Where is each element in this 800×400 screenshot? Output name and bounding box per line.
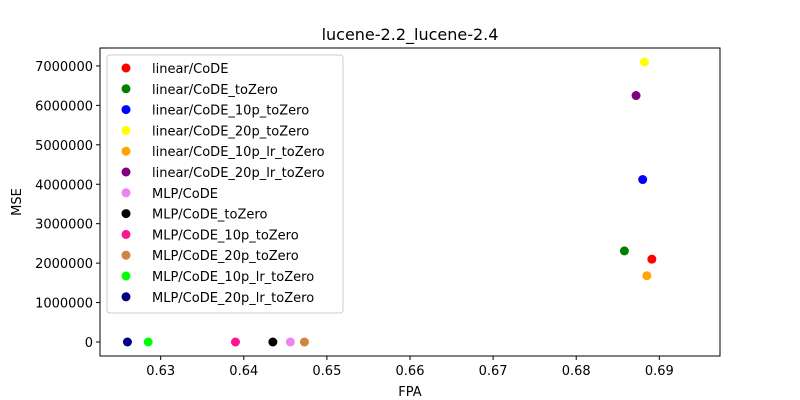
data-point	[639, 57, 649, 67]
legend-entry-label: linear/CoDE_toZero	[152, 83, 278, 98]
y-tick-label: 7000000	[35, 60, 93, 75]
legend-marker	[121, 63, 131, 73]
legend-entry-label: MLP/CoDE	[152, 187, 218, 202]
data-point	[631, 91, 641, 101]
legend-entry-label: MLP/CoDE_10p_toZero	[152, 228, 299, 243]
y-tick-label: 1000000	[35, 297, 93, 312]
legend-box	[106, 54, 344, 314]
data-point	[285, 337, 295, 347]
legend-marker	[121, 188, 131, 198]
y-tick-label: 5000000	[35, 139, 93, 154]
legend-marker	[121, 292, 131, 302]
legend-entry-label: linear/CoDE	[152, 62, 228, 77]
x-tick-label: 0.65	[312, 364, 341, 379]
legend-entry-label: MLP/CoDE_toZero	[152, 208, 267, 223]
data-point	[619, 246, 629, 256]
legend-entry-label: MLP/CoDE_20p_lr_toZero	[152, 291, 314, 306]
legend-entry-label: linear/CoDE_20p_toZero	[152, 124, 309, 139]
x-axis-label: FPA	[398, 385, 421, 400]
x-tick-label: 0.66	[396, 364, 425, 379]
chart-title: lucene-2.2_lucene-2.4	[322, 25, 499, 45]
legend-entry-label: MLP/CoDE_20p_toZero	[152, 249, 299, 264]
y-tick-label: 2000000	[35, 257, 93, 272]
legend-marker	[121, 229, 131, 239]
legend-marker	[121, 84, 131, 94]
data-point	[122, 337, 132, 347]
legend-marker	[121, 125, 131, 135]
legend-marker	[121, 167, 131, 177]
legend: linear/CoDE linear/CoDE_toZero linear/CoDE…	[106, 54, 344, 314]
data-point	[638, 175, 648, 185]
y-tick-label: 0	[85, 336, 93, 351]
x-tick-label: 0.67	[479, 364, 508, 379]
y-tick-label: 3000000	[35, 218, 93, 233]
x-tick-label: 0.64	[229, 364, 258, 379]
y-axis-label: MSE	[10, 188, 25, 216]
legend-marker	[121, 250, 131, 260]
y-axis: 0 1000000 2000000 3000000 4000000 5000000 6000…	[35, 60, 100, 351]
legend-entry-label: linear/CoDE_10p_lr_toZero	[152, 145, 325, 160]
legend-marker	[121, 105, 131, 115]
data-point	[642, 271, 652, 281]
data-point	[268, 337, 278, 347]
y-tick-label: 4000000	[35, 178, 93, 193]
legend-entry-label: MLP/CoDE_10p_lr_toZero	[152, 270, 314, 285]
legend-entry-label: linear/CoDE_20p_lr_toZero	[152, 166, 325, 181]
data-point	[143, 337, 153, 347]
legend-entry-label: linear/CoDE_10p_toZero	[152, 104, 309, 119]
legend-marker	[121, 271, 131, 281]
legend-marker	[121, 209, 131, 219]
legend-marker	[121, 146, 131, 156]
x-tick-label: 0.68	[562, 364, 591, 379]
data-points	[122, 57, 657, 347]
x-tick-label: 0.63	[146, 364, 175, 379]
y-tick-label: 6000000	[35, 99, 93, 114]
data-point	[299, 337, 309, 347]
data-point	[230, 337, 240, 347]
x-axis: 0.63 0.64 0.65 0.66 0.67 0.68 0.69	[146, 356, 674, 379]
data-point	[647, 254, 657, 264]
x-tick-label: 0.69	[645, 364, 674, 379]
